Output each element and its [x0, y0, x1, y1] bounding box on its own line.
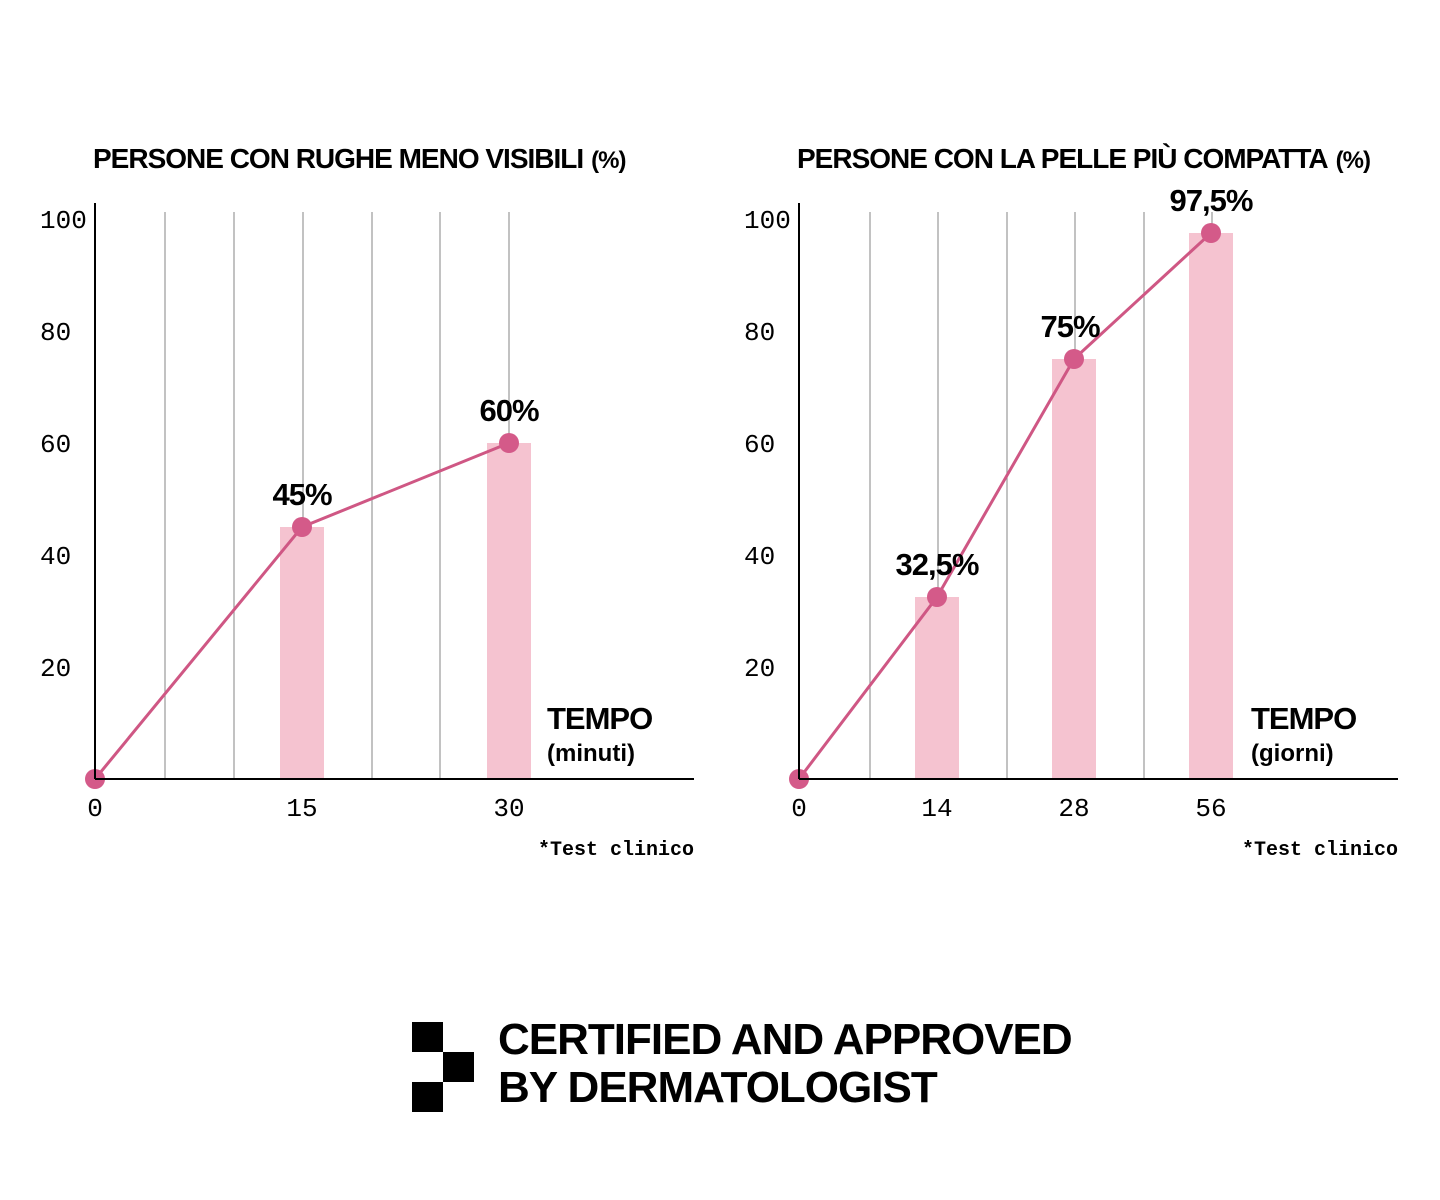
chart-wrinkles: PERSONE CON RUGHE MENO VISIBILI (%) 45% 60… — [40, 143, 694, 862]
data-label: 97,5% — [1170, 183, 1253, 218]
x-tick-label: 15 — [286, 794, 317, 824]
x-axis-label: TEMPO — [547, 701, 652, 736]
certification-line-1: CERTIFIED AND APPROVED — [498, 1015, 1073, 1064]
points — [789, 223, 1221, 789]
bars — [280, 443, 531, 779]
chart-title: PERSONE CON RUGHE MENO VISIBILI (%) — [93, 143, 626, 174]
bar — [280, 527, 324, 779]
data-label: 32,5% — [896, 547, 979, 582]
data-label: 75% — [1040, 309, 1099, 344]
x-tick-label: 30 — [493, 794, 524, 824]
grid-lines — [164, 212, 510, 779]
footnote: *Test clinico — [1242, 839, 1398, 862]
x-tick-label: 56 — [1195, 794, 1226, 824]
x-ticks: 0 15 30 — [87, 794, 524, 824]
bar — [1052, 359, 1096, 779]
data-point — [927, 587, 947, 607]
bar — [915, 597, 959, 779]
x-axis-unit: (minuti) — [547, 740, 635, 767]
data-point — [292, 517, 312, 537]
x-ticks: 0 14 28 56 — [791, 794, 1226, 824]
y-tick-label: 20 — [40, 654, 71, 684]
data-label: 60% — [479, 393, 538, 428]
x-tick-label: 0 — [791, 794, 807, 824]
certification-text: CERTIFIED AND APPROVED BY DERMATOLOGIST — [498, 1015, 1073, 1112]
chart-title: PERSONE CON LA PELLE PIÙ COMPATTA (%) — [797, 143, 1370, 174]
footnote: *Test clinico — [538, 839, 694, 862]
y-tick-label: 60 — [744, 430, 775, 460]
y-ticks: 20 40 60 80 100 — [40, 206, 87, 684]
charts-canvas: PERSONE CON RUGHE MENO VISIBILI (%) 45% 60… — [40, 143, 1398, 862]
x-tick-label: 0 — [87, 794, 103, 824]
series-line-path — [797, 231, 1213, 780]
x-axis-label: TEMPO — [1251, 701, 1356, 736]
data-labels: 45% 60% — [272, 393, 539, 512]
y-tick-label: 80 — [744, 318, 775, 348]
checkered-badge-icon — [412, 1022, 474, 1112]
bar — [487, 443, 531, 779]
y-tick-label: 20 — [744, 654, 775, 684]
x-axis-unit: (giorni) — [1251, 740, 1334, 767]
bar — [1189, 233, 1233, 779]
x-tick-label: 28 — [1058, 794, 1089, 824]
bars — [915, 233, 1233, 779]
series-line — [797, 231, 1213, 780]
y-tick-label: 40 — [40, 542, 71, 572]
y-tick-label: 100 — [40, 206, 87, 236]
data-point — [499, 433, 519, 453]
y-tick-label: 60 — [40, 430, 71, 460]
chart-firmness: PERSONE CON LA PELLE PIÙ COMPATTA (%) 32,… — [744, 143, 1398, 862]
y-tick-label: 80 — [40, 318, 71, 348]
y-ticks: 20 40 60 80 100 — [744, 206, 791, 684]
data-point — [1201, 223, 1221, 243]
data-point — [1064, 349, 1084, 369]
certification-line-2: BY DERMATOLOGIST — [498, 1063, 938, 1112]
y-tick-label: 100 — [744, 206, 791, 236]
data-labels: 32,5% 75% 97,5% — [896, 183, 1254, 582]
y-tick-label: 40 — [744, 542, 775, 572]
data-label: 45% — [272, 477, 331, 512]
x-tick-label: 14 — [921, 794, 952, 824]
